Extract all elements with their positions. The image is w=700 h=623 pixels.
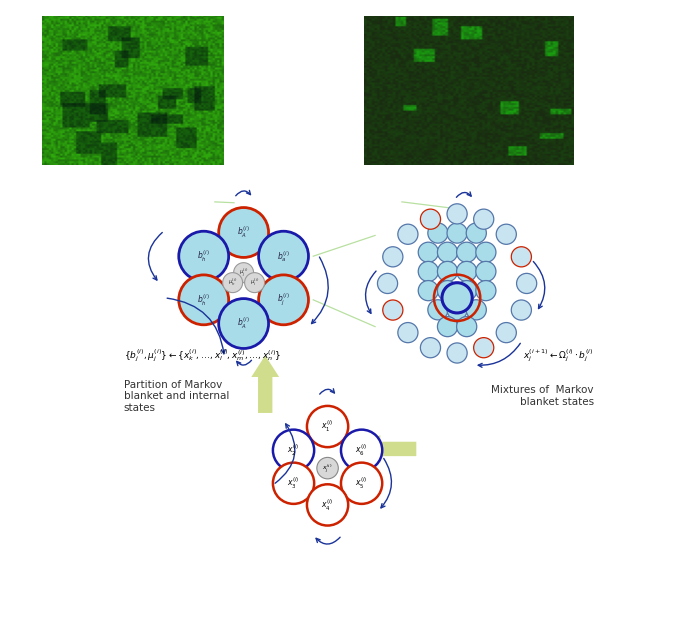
Text: $\{b_j^{(i)}, \mu_j^{(i)}\} \leftarrow \{x_k^{(i)},\ldots,x_l^{(i)},x_m^{(i)},\l: $\{b_j^{(i)}, \mu_j^{(i)}\} \leftarrow \…: [124, 347, 281, 363]
Text: $x_5^{(i)}$: $x_5^{(i)}$: [356, 475, 368, 491]
Text: $x_j^{(i)}$: $x_j^{(i)}$: [323, 462, 332, 475]
Circle shape: [421, 338, 440, 358]
Circle shape: [447, 204, 467, 224]
FancyArrowPatch shape: [236, 191, 251, 196]
Text: $b_h^{(i)}$: $b_h^{(i)}$: [197, 292, 210, 308]
Circle shape: [442, 283, 472, 313]
Circle shape: [377, 273, 398, 293]
Text: $\mu_h^{(i)}$: $\mu_h^{(i)}$: [228, 277, 237, 288]
Circle shape: [383, 247, 403, 267]
FancyArrowPatch shape: [312, 257, 328, 323]
Circle shape: [218, 207, 269, 257]
Circle shape: [496, 224, 517, 244]
FancyArrowPatch shape: [320, 389, 335, 394]
Circle shape: [438, 280, 458, 301]
Circle shape: [421, 209, 440, 229]
Circle shape: [496, 323, 517, 343]
Circle shape: [223, 273, 243, 293]
Circle shape: [476, 280, 496, 301]
Circle shape: [234, 263, 253, 283]
Circle shape: [317, 457, 338, 479]
Circle shape: [428, 223, 448, 243]
Circle shape: [511, 247, 531, 267]
Circle shape: [517, 273, 537, 293]
Text: $b_A^{(i)}$: $b_A^{(i)}$: [237, 225, 250, 240]
Circle shape: [398, 323, 418, 343]
Text: $\mu_j^{(i)}$: $\mu_j^{(i)}$: [239, 266, 248, 279]
Circle shape: [438, 242, 458, 262]
Circle shape: [456, 280, 477, 301]
Circle shape: [476, 242, 496, 262]
Text: $x_4^{(i)}$: $x_4^{(i)}$: [321, 497, 334, 513]
Circle shape: [438, 316, 458, 336]
Circle shape: [447, 300, 467, 320]
Circle shape: [511, 300, 531, 320]
Text: Partition of Markov
blanket and internal
states: Partition of Markov blanket and internal…: [124, 379, 229, 413]
Circle shape: [273, 430, 314, 471]
Circle shape: [474, 209, 494, 229]
Circle shape: [258, 275, 309, 325]
Text: $b_A^{(i)}$: $b_A^{(i)}$: [237, 316, 250, 331]
Circle shape: [466, 300, 486, 320]
Text: $\mu_i^{(i)}$: $\mu_i^{(i)}$: [250, 277, 260, 288]
Circle shape: [447, 223, 467, 243]
Circle shape: [341, 430, 382, 471]
Circle shape: [398, 224, 418, 244]
Text: $b_j^{(i)}$: $b_j^{(i)}$: [277, 292, 290, 308]
Circle shape: [341, 463, 382, 504]
Text: $x_1^{(i)}$: $x_1^{(i)}$: [321, 419, 334, 434]
FancyArrowPatch shape: [533, 262, 545, 308]
FancyArrowPatch shape: [148, 232, 162, 280]
Text: $x_j^{(i+1)} \leftarrow \Omega_j^{(i)} \cdot b_j^{(i)}$: $x_j^{(i+1)} \leftarrow \Omega_j^{(i)} \…: [524, 347, 594, 363]
FancyArrowPatch shape: [275, 424, 295, 483]
Circle shape: [438, 262, 458, 282]
FancyArrowPatch shape: [478, 343, 520, 368]
Circle shape: [418, 242, 438, 262]
Circle shape: [456, 316, 477, 336]
Circle shape: [474, 338, 494, 358]
Circle shape: [428, 300, 448, 320]
Text: Mixtures of  Markov
blanket states: Mixtures of Markov blanket states: [491, 386, 594, 407]
Text: $x_2^{(i)}$: $x_2^{(i)}$: [288, 442, 300, 458]
Circle shape: [178, 231, 229, 281]
Text: $b_a^{(i)}$: $b_a^{(i)}$: [277, 249, 290, 264]
Text: $x_6^{(i)}$: $x_6^{(i)}$: [356, 442, 368, 458]
Circle shape: [383, 300, 403, 320]
FancyArrowPatch shape: [167, 298, 225, 354]
Circle shape: [456, 262, 477, 282]
Circle shape: [244, 273, 265, 293]
Circle shape: [178, 275, 229, 325]
Circle shape: [273, 463, 314, 504]
Circle shape: [447, 343, 467, 363]
Text: $b_h^{(i)}$: $b_h^{(i)}$: [197, 249, 210, 264]
Circle shape: [258, 231, 309, 281]
Circle shape: [307, 406, 348, 447]
Circle shape: [466, 223, 486, 243]
FancyArrowPatch shape: [365, 271, 376, 313]
FancyArrowPatch shape: [456, 192, 471, 197]
Circle shape: [418, 280, 438, 301]
Circle shape: [218, 298, 269, 348]
Circle shape: [476, 262, 496, 282]
FancyArrowPatch shape: [237, 360, 251, 366]
FancyArrow shape: [251, 355, 279, 413]
Text: $x_3^{(i)}$: $x_3^{(i)}$: [288, 475, 300, 491]
FancyArrowPatch shape: [381, 459, 391, 508]
Circle shape: [418, 262, 438, 282]
FancyArrow shape: [358, 435, 416, 463]
Circle shape: [307, 484, 348, 526]
Circle shape: [456, 242, 477, 262]
FancyArrowPatch shape: [316, 537, 340, 544]
